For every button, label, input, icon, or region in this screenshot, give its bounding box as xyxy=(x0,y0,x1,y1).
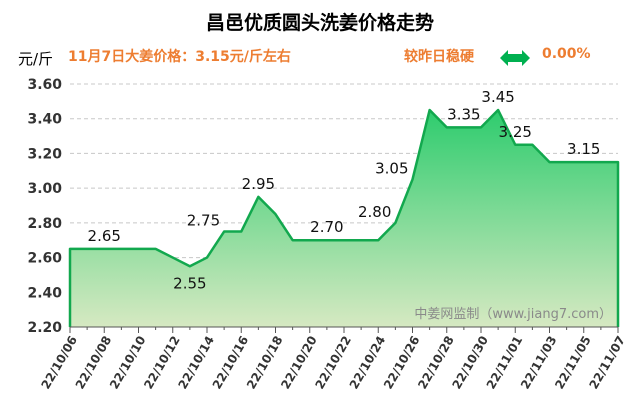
data-label: 2.75 xyxy=(187,212,220,230)
data-label: 3.45 xyxy=(481,88,514,106)
today-price-text: 11月7日大姜价格：3.15元/斤左右 xyxy=(68,49,291,65)
y-tick-label: 3.40 xyxy=(27,112,62,128)
data-label: 3.05 xyxy=(375,159,408,177)
data-label: 2.80 xyxy=(358,203,391,221)
data-label: 3.35 xyxy=(447,105,480,123)
chart-title: 昌邑优质圆头洗姜价格走势 xyxy=(205,12,434,34)
data-label: 3.15 xyxy=(567,140,600,158)
y-tick-label: 3.20 xyxy=(27,146,62,162)
left-right-arrow-icon xyxy=(500,48,530,72)
compare-text: 较昨日稳硬 xyxy=(404,49,474,65)
data-label: 2.65 xyxy=(88,227,121,245)
y-tick-label: 2.40 xyxy=(27,285,62,301)
y-tick-label: 3.00 xyxy=(27,181,62,197)
y-tick-label: 2.80 xyxy=(27,216,62,232)
y-unit-label: 元/斤 xyxy=(18,50,54,68)
y-tick-label: 3.60 xyxy=(27,77,62,93)
data-label: 2.70 xyxy=(310,218,343,236)
y-tick-label: 2.20 xyxy=(27,320,62,336)
data-label: 2.95 xyxy=(242,175,275,193)
data-label: 3.25 xyxy=(499,123,532,141)
area-fill xyxy=(70,110,618,328)
watermark: 中姜网监制（www.jiang7.com） xyxy=(414,307,612,322)
data-label: 2.55 xyxy=(173,274,206,292)
y-tick-label: 2.60 xyxy=(27,251,62,267)
change-value: 0.00% xyxy=(542,46,591,62)
